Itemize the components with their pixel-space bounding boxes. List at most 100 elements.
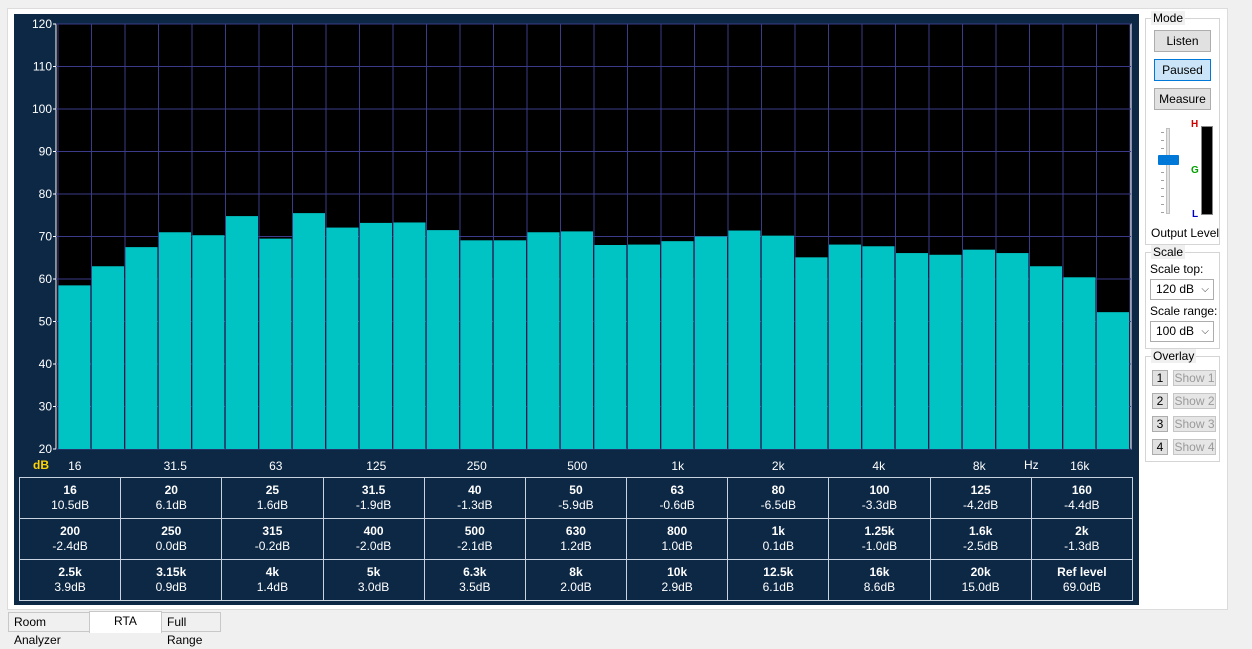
readout-value: -4.2dB xyxy=(962,498,999,512)
bar-1.25k xyxy=(695,236,727,449)
bar-31.5 xyxy=(159,232,191,449)
bar-1.6k xyxy=(728,230,761,449)
listen-button[interactable]: Listen xyxy=(1154,30,1211,52)
x-axis-unit: Hz xyxy=(1024,458,1039,472)
show-overlay-1-button[interactable]: Show 1 xyxy=(1173,370,1216,386)
x-tick-label: 8k xyxy=(973,459,987,473)
readout-frequency: 100 xyxy=(869,483,890,497)
slider-tick xyxy=(1161,188,1164,189)
readout-cell: 315 -0.2dB xyxy=(221,518,324,560)
tab-full-range[interactable]: Full Range xyxy=(161,612,221,647)
readout-value: 15.0dB xyxy=(961,580,1000,594)
readout-cell: 400 -2.0dB xyxy=(322,518,425,560)
readout-cell: 160 -4.4dB xyxy=(1030,477,1134,519)
readout-frequency: 50 xyxy=(569,483,583,497)
readout-value: 6.1dB xyxy=(155,498,187,512)
bar-4k xyxy=(862,246,895,449)
readout-value: -1.9dB xyxy=(355,498,392,512)
readout-cell: 200 -2.4dB xyxy=(18,518,122,560)
readout-cell: 1k 0.1dB xyxy=(727,518,830,560)
bar-250 xyxy=(460,240,493,449)
slider-tick xyxy=(1161,180,1164,181)
readout-frequency: 1.6k xyxy=(968,524,993,538)
readout-frequency: 200 xyxy=(60,524,81,538)
readout-cell: 250 0.0dB xyxy=(120,518,223,560)
readout-cell: 12.5k 6.1dB xyxy=(727,559,830,601)
readout-frequency: 5k xyxy=(366,565,381,579)
x-tick-label: 63 xyxy=(269,459,283,473)
readout-value: -6.5dB xyxy=(760,498,796,512)
bar-200 xyxy=(427,230,459,449)
readout-frequency: 2.5k xyxy=(58,565,82,579)
readout-cell: 2k -1.3dB xyxy=(1030,518,1134,560)
readout-cell: 630 1.2dB xyxy=(524,518,628,560)
show-overlay-3-button[interactable]: Show 3 xyxy=(1173,416,1216,432)
readout-cell: 16 10.5dB xyxy=(18,477,122,519)
readout-frequency: 2k xyxy=(1075,524,1089,538)
x-tick-label: 31.5 xyxy=(164,459,188,473)
bar-20k xyxy=(1097,312,1129,449)
readout-row: 2.5k 3.9dB 3.15k 0.9dB 4k 1.4dB 5k 3.0dB 6.3k 3.5… xyxy=(18,559,1134,601)
readout-value: 1.2dB xyxy=(560,539,592,553)
x-tick-label: 125 xyxy=(366,459,386,473)
readout-value: 6.1dB xyxy=(762,580,794,594)
readout-cell: 2.5k 3.9dB xyxy=(18,559,122,601)
readout-value: -1.0dB xyxy=(861,539,898,553)
y-axis-unit: dB xyxy=(33,458,49,472)
readout-frequency: 250 xyxy=(161,524,182,538)
scale-range-label: Scale range: xyxy=(1150,304,1218,318)
bar-16 xyxy=(58,285,91,449)
readout-frequency: 1.25k xyxy=(864,524,895,538)
bar-3.15k xyxy=(829,244,861,449)
overlay-group-title: Overlay xyxy=(1151,349,1197,363)
scale-top-select[interactable]: 120 dB ⌵ xyxy=(1150,279,1214,300)
readout-cell: 20k 15.0dB xyxy=(929,559,1032,601)
x-tick-label: 250 xyxy=(467,459,487,473)
readout-value: 0.1dB xyxy=(762,539,794,553)
readout-frequency: 12.5k xyxy=(763,565,794,579)
readout-cell: 25 1.6dB xyxy=(221,477,324,519)
bar-50 xyxy=(226,216,258,449)
paused-button[interactable]: Paused xyxy=(1154,59,1211,81)
readout-value: 0.9dB xyxy=(155,580,187,594)
readout-row: 200 -2.4dB 250 0.0dB 315 -0.2dB 400 -2.0dB 500 -2… xyxy=(18,518,1134,560)
tab-rta[interactable]: RTA xyxy=(89,611,162,633)
readout-frequency: 1k xyxy=(771,524,785,538)
overlay-2-button[interactable]: 2 xyxy=(1152,393,1168,409)
readout-frequency: 31.5 xyxy=(361,483,386,497)
overlay-1-button[interactable]: 1 xyxy=(1152,370,1168,386)
output-level-label: Output Level xyxy=(1151,226,1220,240)
readout-value: 2.0dB xyxy=(560,580,592,594)
readout-frequency: 630 xyxy=(565,524,586,538)
readout-cell: 31.5 -1.9dB xyxy=(322,477,425,519)
slider-tick xyxy=(1161,196,1164,197)
readout-value: -4.4dB xyxy=(1064,498,1100,512)
bar-63 xyxy=(259,238,292,449)
readout-value: 2.9dB xyxy=(661,580,693,594)
bar-12.5k xyxy=(1030,266,1062,449)
overlay-4-button[interactable]: 4 xyxy=(1152,439,1168,455)
tab-room-analyzer[interactable]: Room Analyzer xyxy=(8,612,90,647)
readout-cell: 16k 8.6dB xyxy=(828,559,931,601)
overlay-3-button[interactable]: 3 xyxy=(1152,416,1168,432)
output-level-slider-thumb[interactable] xyxy=(1158,155,1179,165)
show-overlay-2-button[interactable]: Show 2 xyxy=(1173,393,1216,409)
readout-cell: 80 -6.5dB xyxy=(727,477,830,519)
show-overlay-4-button[interactable]: Show 4 xyxy=(1173,439,1216,455)
readout-cell: 3.15k 0.9dB xyxy=(120,559,223,601)
band-readout-table: 16 10.5dB 20 6.1dB 25 1.6dB 31.5 -1.9dB 40 -1.3dB… xyxy=(18,477,1134,601)
readout-value: -5.9dB xyxy=(558,498,594,512)
readout-value: -2.5dB xyxy=(962,539,999,553)
bar-6.3k xyxy=(929,254,962,449)
readout-cell: 8k 2.0dB xyxy=(524,559,628,601)
measure-button[interactable]: Measure xyxy=(1154,88,1211,110)
output-level-slider-track[interactable] xyxy=(1166,128,1170,214)
bar-80 xyxy=(293,213,325,449)
readout-cell: 10k 2.9dB xyxy=(626,559,729,601)
readout-cell: 4k 1.4dB xyxy=(221,559,324,601)
readout-value: -2.1dB xyxy=(457,539,493,553)
scale-top-label: Scale top: xyxy=(1150,262,1204,276)
scale-range-select[interactable]: 100 dB ⌵ xyxy=(1150,321,1214,342)
readout-value: 3.5dB xyxy=(459,580,491,594)
y-tick-label: 50 xyxy=(39,315,53,329)
